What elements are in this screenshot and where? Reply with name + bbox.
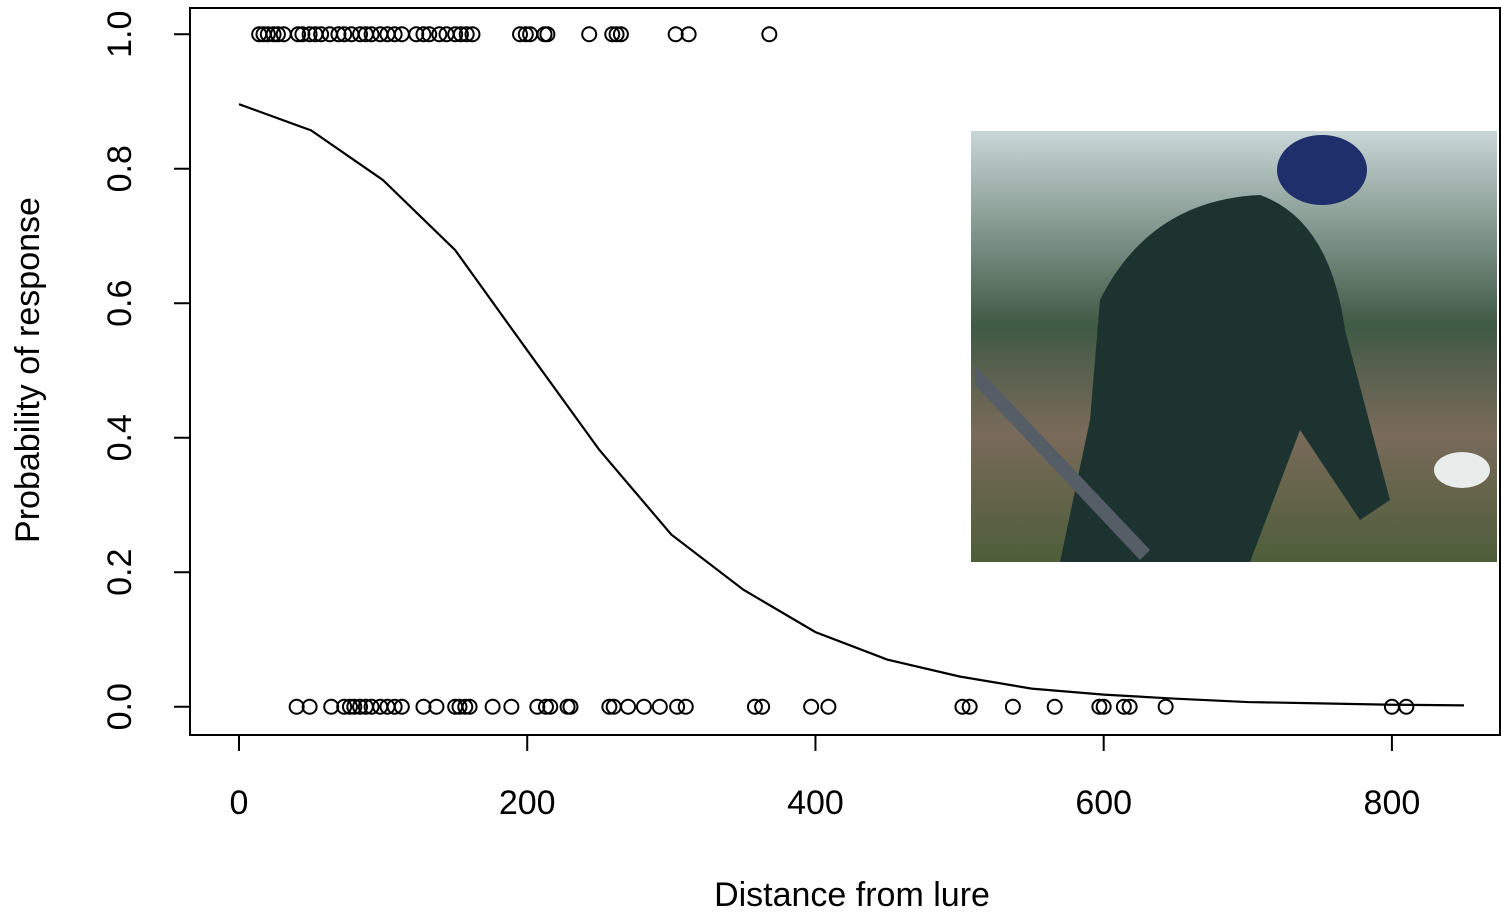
data-point (363, 26, 380, 43)
data-point (290, 26, 307, 43)
data-point (269, 26, 286, 43)
data-point (677, 698, 694, 715)
data-point (386, 26, 403, 43)
data-point (421, 26, 438, 43)
data-point (954, 698, 971, 715)
data-point (415, 698, 432, 715)
data-point (539, 26, 556, 43)
x-tick-label: 400 (787, 784, 844, 822)
fitted-curve (238, 103, 1464, 707)
data-point (352, 698, 369, 715)
data-point (323, 698, 340, 715)
data-point (457, 698, 474, 715)
x-tick-label: 0 (230, 784, 249, 822)
y-tick-label: 0.6 (101, 280, 139, 327)
data-point (635, 698, 652, 715)
data-point (529, 698, 546, 715)
data-point (1004, 698, 1021, 715)
data-point (667, 26, 684, 43)
x-tick-label: 800 (1364, 784, 1421, 822)
data-point (346, 698, 363, 715)
data-point (386, 698, 403, 715)
data-point (294, 26, 311, 43)
x-tick-label: 200 (499, 784, 556, 822)
data-point (330, 26, 347, 43)
data-point (581, 26, 598, 43)
data-point (408, 26, 425, 43)
y-axis-label: Probability of response (9, 197, 47, 543)
data-point (352, 26, 369, 43)
data-point (259, 26, 276, 43)
data-point (341, 698, 358, 715)
photo-speaker (1434, 452, 1490, 488)
data-point (288, 698, 305, 715)
data-point (542, 698, 559, 715)
data-point (820, 698, 837, 715)
y-tick-label: 0.8 (101, 145, 139, 192)
data-point (669, 698, 686, 715)
x-axis-label: Distance from lure (714, 876, 990, 914)
y-tick-label: 0.2 (101, 549, 139, 596)
data-point (313, 26, 330, 43)
data-point (612, 26, 629, 43)
data-point (265, 26, 282, 43)
data-point (503, 698, 520, 715)
data-point (537, 698, 554, 715)
y-tick-label: 1.0 (101, 11, 139, 58)
data-point (1115, 698, 1132, 715)
data-point (415, 26, 432, 43)
data-point (961, 698, 978, 715)
data-point (458, 26, 475, 43)
y-tick-label: 0.4 (101, 414, 139, 461)
data-point (604, 26, 621, 43)
data-point (1398, 698, 1415, 715)
data-point (431, 26, 448, 43)
data-point (484, 698, 501, 715)
data-point (562, 698, 579, 715)
data-point (651, 698, 668, 715)
data-point (336, 26, 353, 43)
data-point (517, 26, 534, 43)
data-point (1157, 698, 1174, 715)
data-point (393, 698, 410, 715)
data-point (363, 698, 380, 715)
data-point (451, 698, 468, 715)
data-point (620, 698, 637, 715)
data-point (1046, 698, 1063, 715)
photo-figure (1060, 195, 1390, 562)
data-point (461, 698, 478, 715)
data-point (1383, 698, 1400, 715)
data-point (301, 698, 318, 715)
inset-photo (971, 131, 1497, 562)
data-point (761, 26, 778, 43)
y-tick-label: 0.0 (101, 683, 139, 730)
data-point (301, 26, 318, 43)
data-point (803, 698, 820, 715)
data-point (452, 26, 469, 43)
data-point (680, 26, 697, 43)
data-point (1121, 698, 1138, 715)
data-point (608, 26, 625, 43)
data-point (746, 698, 763, 715)
data-point (601, 698, 618, 715)
data-point (464, 26, 481, 43)
data-point (512, 26, 529, 43)
data-point (336, 698, 353, 715)
data-point (428, 698, 445, 715)
photo-hat (1277, 135, 1367, 205)
data-point (447, 26, 464, 43)
data-point (754, 698, 771, 715)
data-point (1095, 698, 1112, 715)
photo-dish (975, 365, 1150, 560)
x-tick-label: 600 (1075, 784, 1132, 822)
data-point (1091, 698, 1108, 715)
